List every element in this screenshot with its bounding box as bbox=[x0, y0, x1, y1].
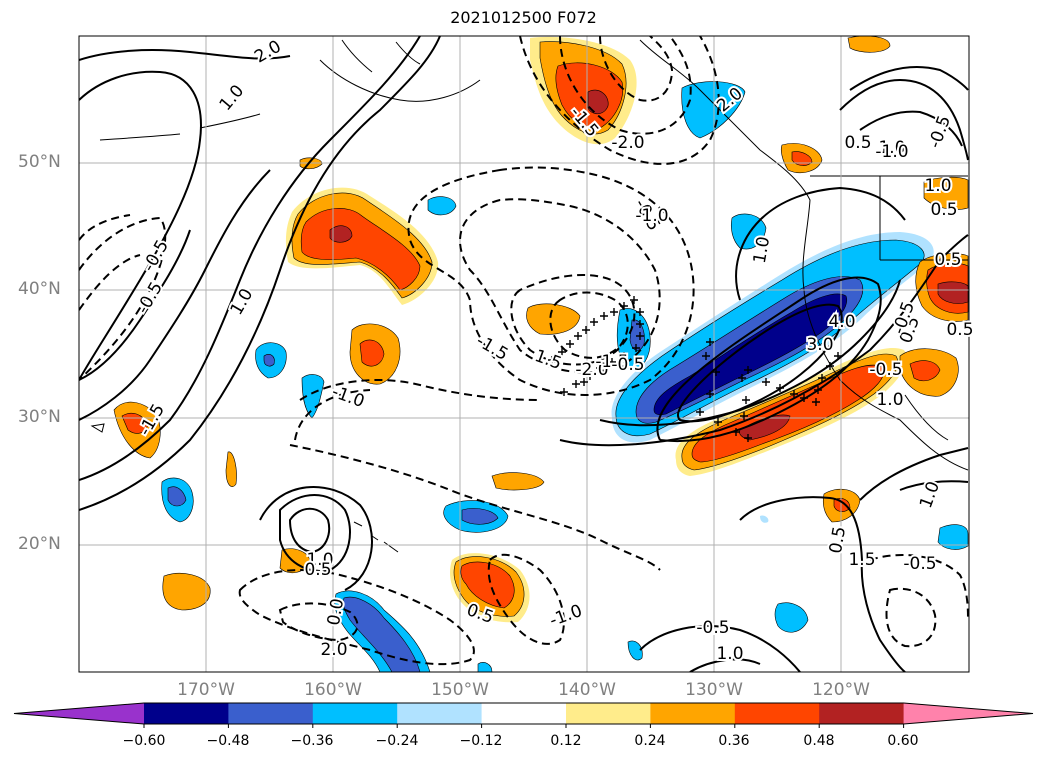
colorbar-extend-high bbox=[903, 703, 1033, 724]
contour-label: -0.5 bbox=[903, 554, 936, 574]
colorbar-tick: −0.48 bbox=[206, 733, 250, 749]
contour-label: 0.5 bbox=[844, 133, 871, 153]
colorbar-segment bbox=[650, 703, 736, 724]
lon-label-120w: 120°W bbox=[812, 680, 870, 700]
colorbar-segment bbox=[566, 703, 651, 724]
significance-markers bbox=[548, 296, 842, 442]
contour-label: -2.0 bbox=[611, 133, 644, 153]
colorbar-segment bbox=[228, 703, 314, 724]
colorbar-segment bbox=[819, 703, 905, 724]
contour-label: -0.5 bbox=[696, 618, 729, 638]
lon-label-160w: 160°W bbox=[304, 680, 362, 700]
colorbar-tick: 0.48 bbox=[803, 733, 835, 749]
lon-label-140w: 140°W bbox=[558, 680, 616, 700]
contour-label: 0.5 bbox=[304, 560, 331, 580]
map-frame bbox=[78, 35, 970, 673]
colorbar-tick: 0.24 bbox=[634, 733, 666, 749]
contour-label: 0.5 bbox=[946, 320, 973, 340]
colorbar-tick: −0.24 bbox=[375, 733, 419, 749]
colorbar-extend-low bbox=[14, 703, 144, 724]
contour-label: 1.0 bbox=[924, 176, 951, 196]
colorbar-tick: −0.36 bbox=[290, 733, 334, 749]
colorbar-tick: −0.60 bbox=[122, 733, 166, 749]
contour-label: -1.0 bbox=[875, 142, 908, 162]
lat-label-50n: 50°N bbox=[18, 152, 61, 172]
contour-label: 2.0 bbox=[320, 640, 347, 660]
colorbar-tick: 0.36 bbox=[718, 733, 750, 749]
contour-label: 1.0 bbox=[306, 550, 333, 570]
colorbar-segment bbox=[734, 703, 820, 724]
colorbar-segment bbox=[481, 703, 567, 724]
colorbar-tick: −0.12 bbox=[459, 733, 503, 749]
colorbar-segment bbox=[397, 703, 483, 724]
contour-label: 1.0 bbox=[876, 390, 903, 410]
negative-contours bbox=[79, 36, 969, 666]
contour-label: 1.0 bbox=[878, 138, 905, 158]
lat-label-20n: 20°N bbox=[18, 534, 61, 554]
contour-label: 1.0 bbox=[716, 644, 743, 664]
contour-label: 3.0 bbox=[806, 335, 833, 355]
colorbar-tick: 0.12 bbox=[550, 733, 582, 749]
contour-label: 0.5 bbox=[930, 200, 957, 220]
lon-label-170w: 170°W bbox=[177, 680, 235, 700]
contour-label: 1.5 bbox=[848, 550, 875, 570]
contour-label: -1.0 bbox=[635, 206, 668, 226]
lon-label-130w: 130°W bbox=[685, 680, 743, 700]
contour-label: -2.0 bbox=[575, 360, 608, 380]
positive-contours bbox=[79, 36, 969, 672]
contour-label: 4.0 bbox=[828, 312, 855, 332]
map-title: 2021012500 F072 bbox=[450, 8, 597, 27]
contour-label: -0.5 bbox=[869, 360, 902, 380]
lat-label-40n: 40°N bbox=[18, 279, 61, 299]
contour-label: 0.5 bbox=[934, 250, 961, 270]
colorbar-tick: 0.60 bbox=[887, 733, 919, 749]
colorbar-segment bbox=[144, 703, 229, 724]
lat-label-30n: 30°N bbox=[18, 407, 61, 427]
contour-label: -1.5 bbox=[595, 352, 628, 372]
graticule bbox=[79, 36, 969, 672]
lon-label-150w: 150°W bbox=[431, 680, 489, 700]
contour-label: 0.5 bbox=[826, 525, 850, 555]
colorbar bbox=[13, 702, 1034, 728]
colorbar-segment bbox=[312, 703, 398, 724]
contour-label: -0.5 bbox=[611, 355, 644, 375]
